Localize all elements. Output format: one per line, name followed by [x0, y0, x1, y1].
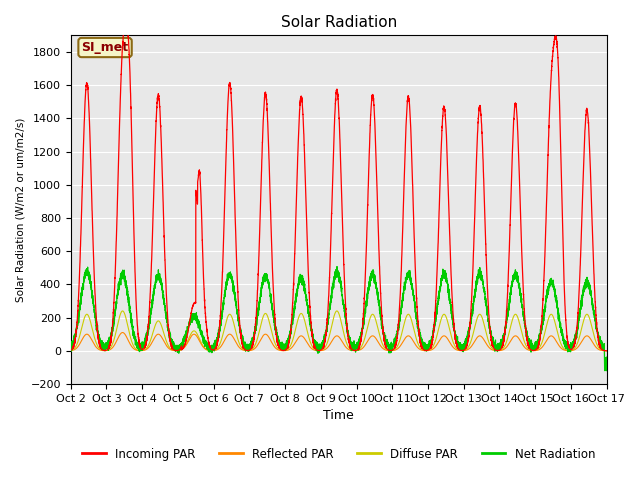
Legend: Incoming PAR, Reflected PAR, Diffuse PAR, Net Radiation: Incoming PAR, Reflected PAR, Diffuse PAR…: [77, 443, 600, 465]
Text: SI_met: SI_met: [81, 41, 129, 54]
Title: Solar Radiation: Solar Radiation: [280, 15, 397, 30]
X-axis label: Time: Time: [323, 409, 354, 422]
Y-axis label: Solar Radiation (W/m2 or um/m2/s): Solar Radiation (W/m2 or um/m2/s): [15, 118, 25, 302]
